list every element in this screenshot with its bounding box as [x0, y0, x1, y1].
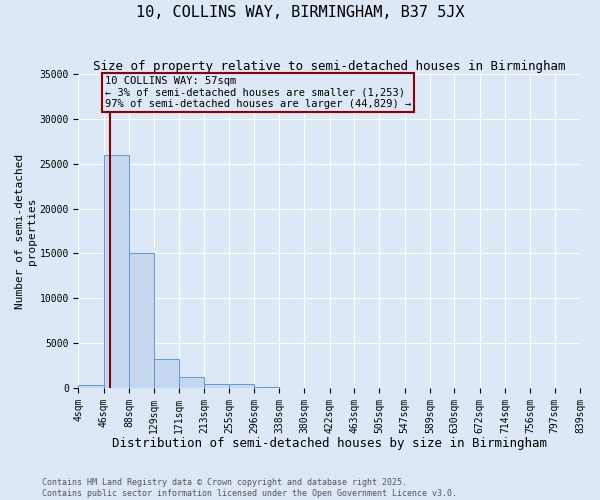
Text: Contains HM Land Registry data © Crown copyright and database right 2025.
Contai: Contains HM Land Registry data © Crown c… — [42, 478, 457, 498]
Bar — [254, 387, 279, 388]
Bar — [154, 359, 179, 388]
Bar — [204, 384, 229, 388]
Text: 10, COLLINS WAY, BIRMINGHAM, B37 5JX: 10, COLLINS WAY, BIRMINGHAM, B37 5JX — [136, 5, 464, 20]
Y-axis label: Number of semi-detached
properties: Number of semi-detached properties — [15, 154, 37, 308]
Bar — [129, 254, 154, 388]
Title: Size of property relative to semi-detached houses in Birmingham: Size of property relative to semi-detach… — [93, 60, 565, 73]
Text: 10 COLLINS WAY: 57sqm
← 3% of semi-detached houses are smaller (1,253)
97% of se: 10 COLLINS WAY: 57sqm ← 3% of semi-detac… — [105, 76, 411, 109]
Bar — [79, 385, 104, 388]
Bar — [229, 384, 254, 388]
Bar — [104, 155, 129, 388]
Bar — [179, 377, 204, 388]
X-axis label: Distribution of semi-detached houses by size in Birmingham: Distribution of semi-detached houses by … — [112, 437, 547, 450]
